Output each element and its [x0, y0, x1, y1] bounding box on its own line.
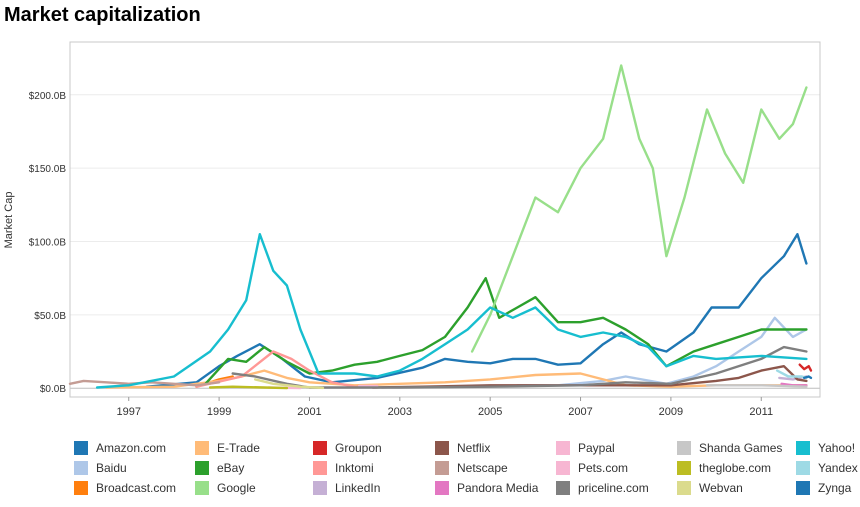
legend-swatch — [74, 441, 88, 455]
legend-label: Baidu — [96, 461, 127, 475]
legend-swatch — [796, 461, 810, 475]
legend-item-yandex[interactable]: Yandex — [796, 458, 858, 478]
legend-swatch — [74, 461, 88, 475]
legend-label: Netscape — [457, 461, 508, 475]
legend-label: Amazon.com — [96, 441, 167, 455]
legend-item-baidu[interactable]: Baidu — [74, 458, 127, 478]
legend-item-paypal[interactable]: Paypal — [556, 438, 615, 458]
series-line-ebay — [204, 277, 808, 385]
y-axis-label: Market Cap — [3, 192, 15, 249]
x-tick-label: 2001 — [297, 406, 321, 418]
series-lines — [68, 64, 813, 390]
series-line-zynga — [803, 375, 813, 380]
y-tick-label: $50.0B — [34, 311, 66, 322]
legend-label: Yandex — [818, 461, 858, 475]
legend-swatch — [677, 461, 691, 475]
x-tick-label: 1999 — [207, 406, 231, 418]
legend-item-zynga[interactable]: Zynga — [796, 478, 851, 498]
legend-label: theglobe.com — [699, 461, 772, 475]
legend-item-webvan[interactable]: Webvan — [677, 478, 743, 498]
legend-item-netflix[interactable]: Netflix — [435, 438, 490, 458]
legend-item-amazon-com[interactable]: Amazon.com — [74, 438, 166, 458]
x-tick-label: 1997 — [116, 406, 140, 418]
series-line-google — [470, 64, 808, 353]
legend-label: Netflix — [457, 441, 491, 455]
legend-swatch — [74, 481, 88, 495]
plot-area-frame — [69, 41, 821, 398]
legend-item-pandora-media[interactable]: Pandora Media — [435, 478, 538, 498]
legend-swatch — [195, 441, 209, 455]
legend-item-groupon[interactable]: Groupon — [313, 438, 382, 458]
series-line-theglobe-com — [208, 385, 289, 390]
x-tick-label: 2005 — [478, 406, 502, 418]
legend-swatch — [313, 481, 327, 495]
series-line-baidu — [516, 316, 808, 387]
legend-swatch — [313, 461, 327, 475]
legend-swatch — [195, 461, 209, 475]
legend-swatch — [677, 481, 691, 495]
legend: Amazon.com Baidu Broadcast.com E-Trade eBay G… — [74, 438, 860, 498]
legend-item-shanda-games[interactable]: Shanda Games — [677, 438, 782, 458]
y-tick-label: $100.0B — [29, 238, 67, 249]
legend-item-netscape[interactable]: Netscape — [435, 458, 508, 478]
axes: $0.0B $50.0B $100.0B $150.0B $200.0B 1997 1999… — [29, 91, 773, 418]
x-tick-label: 2003 — [388, 406, 412, 418]
legend-swatch — [556, 441, 570, 455]
legend-label: E-Trade — [217, 441, 260, 455]
series-line-amazon-com — [145, 232, 808, 388]
series-line-inktomi — [195, 350, 379, 389]
legend-label: Groupon — [335, 441, 382, 455]
legend-label: Webvan — [699, 481, 743, 495]
x-tick-label: 2007 — [568, 406, 592, 418]
legend-swatch — [677, 441, 691, 455]
legend-item-linkedin[interactable]: LinkedIn — [313, 478, 380, 498]
legend-swatch — [796, 441, 810, 455]
series-line-priceline-com — [231, 345, 808, 389]
legend-item-pets-com[interactable]: Pets.com — [556, 458, 628, 478]
series-line-yahoo — [95, 232, 808, 389]
legend-swatch — [435, 481, 449, 495]
y-tick-label: $200.0B — [29, 91, 67, 102]
legend-label: Shanda Games — [699, 441, 783, 455]
legend-swatch — [796, 481, 810, 495]
legend-label: LinkedIn — [335, 481, 381, 495]
series-line-groupon — [798, 363, 813, 372]
legend-swatch — [195, 481, 209, 495]
legend-item-inktomi[interactable]: Inktomi — [313, 458, 374, 478]
legend-item-theglobe-com[interactable]: theglobe.com — [677, 458, 771, 478]
legend-item-yahoo[interactable]: Yahoo! — [796, 438, 855, 458]
legend-item-google[interactable]: Google — [195, 478, 256, 498]
chart-title: Market capitalization — [4, 4, 201, 26]
x-tick-label: 2009 — [659, 406, 683, 418]
legend-swatch — [435, 441, 449, 455]
legend-swatch — [313, 441, 327, 455]
legend-swatch — [556, 461, 570, 475]
legend-label: Broadcast.com — [96, 481, 177, 495]
legend-label: Paypal — [578, 441, 615, 455]
legend-label: Yahoo! — [818, 441, 856, 455]
legend-swatch — [435, 461, 449, 475]
legend-swatch — [556, 481, 570, 495]
series-line-webvan — [253, 378, 325, 390]
legend-label: eBay — [217, 461, 245, 475]
legend-label: Pets.com — [578, 461, 629, 475]
y-tick-label: $0.0B — [40, 384, 66, 395]
series-line-shanda-games — [705, 384, 808, 388]
legend-item-e-trade[interactable]: E-Trade — [195, 438, 260, 458]
legend-label: Inktomi — [335, 461, 374, 475]
legend-label: Pandora Media — [457, 481, 539, 495]
x-tick-label: 2011 — [749, 406, 773, 418]
y-tick-label: $150.0B — [29, 164, 67, 175]
legend-item-priceline-com[interactable]: priceline.com — [556, 478, 649, 498]
legend-item-broadcast-com[interactable]: Broadcast.com — [74, 478, 176, 498]
legend-item-ebay[interactable]: eBay — [195, 458, 244, 478]
line-chart: $0.0B $50.0B $100.0B $150.0B $200.0B 1997 1999… — [3, 41, 821, 418]
legend-label: Google — [217, 481, 256, 495]
legend-label: priceline.com — [578, 481, 649, 495]
legend-label: Zynga — [818, 481, 852, 495]
